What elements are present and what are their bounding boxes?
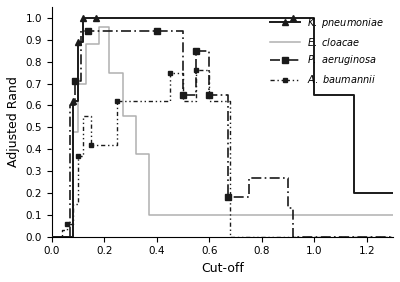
X-axis label: Cut-off: Cut-off bbox=[201, 262, 244, 275]
Legend: $K.\ pneumoniae$, $E.\ cloacae$, $P.\ aeruginosa$, $A.\ baumannii$: $K.\ pneumoniae$, $E.\ cloacae$, $P.\ ae… bbox=[266, 12, 388, 89]
Y-axis label: Adjusted Rand: Adjusted Rand bbox=[7, 76, 20, 167]
